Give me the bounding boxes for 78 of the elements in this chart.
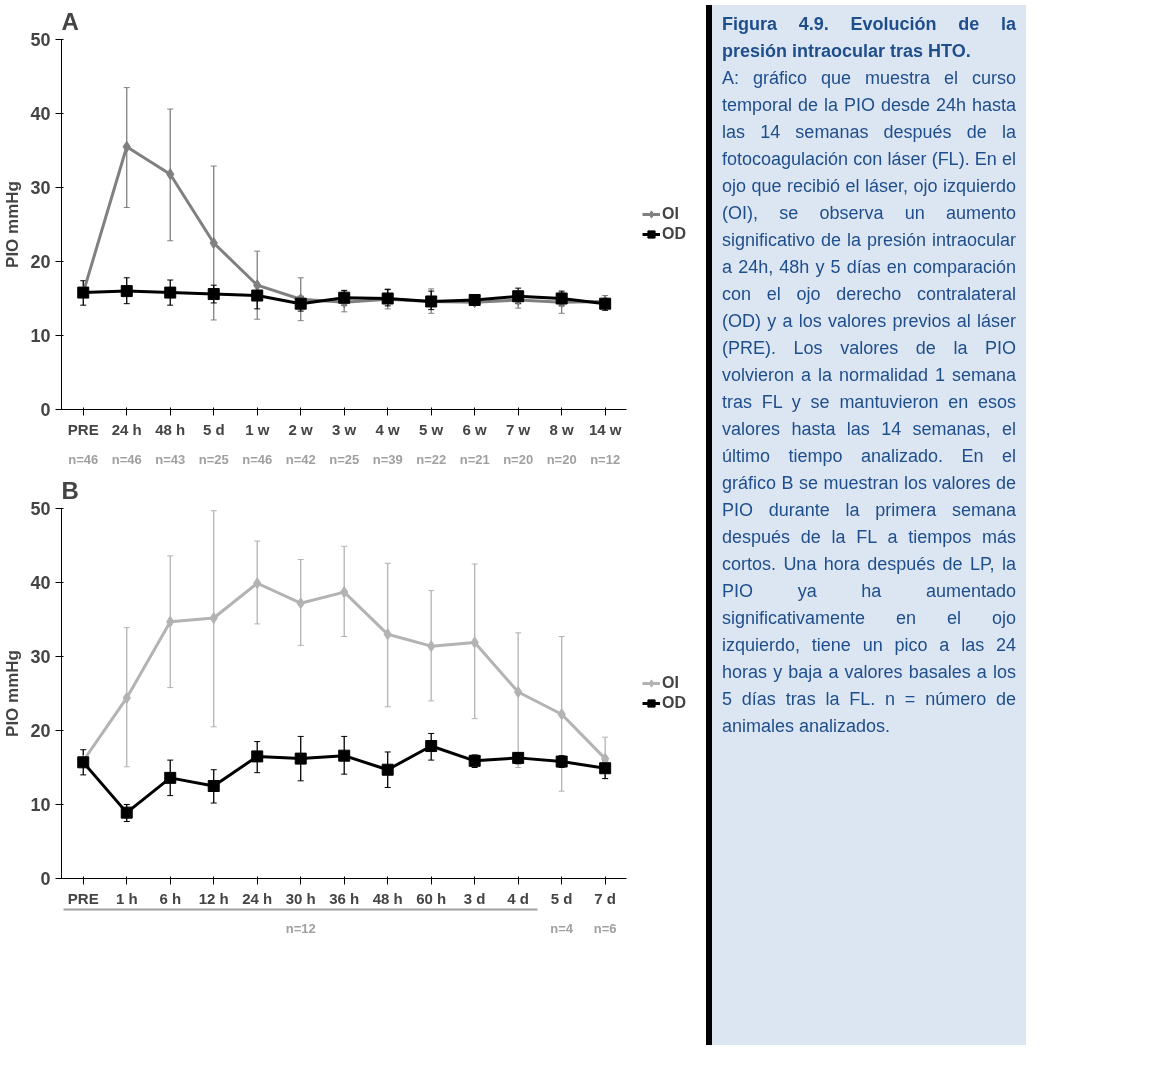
text: n=4 <box>550 920 574 936</box>
y-axis-title: PIO mmHg <box>3 181 23 268</box>
text: n=6 <box>593 920 617 936</box>
y-tick-label: 30 <box>30 647 51 667</box>
x-tick-label: 1 h <box>115 889 138 907</box>
legend-label: OD <box>662 694 686 712</box>
x-tick-label: 8 w <box>549 420 575 438</box>
y-tick-label: 20 <box>30 721 51 741</box>
point <box>209 237 218 249</box>
text: n=25 <box>198 451 229 467</box>
text: A: gráfico que muestra el curso temporal de la PIO desde 24h hasta las 14 semanas después de la fotocoagulación con láser (FL). En el ojo que recibió el láser, ojo izquierdo (OI), se observa un aumento significativo de la presión intraocular a 24h, 48h y 5 días en comparación con el ojo derecho contralateral (OD) y a los valores previos al láser (PRE). Los valores de la PIO volvieron a la normalidad 1 semana tras FL y se mantuvieron en esos valores hasta las 14 semanas, el último tiempo analizado. En el gráfico B se muestran los valores de PIO durante la primera semana después de la FL a tiempos más cortos. Una hora después de LP, la PIO ya ha aumentado significativamente en el ojo izquierdo, tiene un pico a las 24 horas y baja a valores basales a los 5 días tras la FL. n = número de animales analizados. <box>722 68 1016 736</box>
text: n=12 <box>285 920 316 936</box>
x-tick-label: 14 w <box>588 420 622 438</box>
point <box>207 288 220 301</box>
text: n=46 <box>111 451 142 467</box>
y-tick-label: 10 <box>30 326 51 346</box>
x-tick-label: 12 h <box>198 889 229 907</box>
point <box>599 762 612 775</box>
x-tick-label: 5 d <box>550 889 573 907</box>
y-tick-label: 50 <box>30 30 51 50</box>
point <box>294 752 307 765</box>
chart-title: B <box>61 476 79 504</box>
x-tick-label: 24 h <box>242 889 273 907</box>
x-tick-label: 5 w <box>419 420 444 438</box>
text: n=20 <box>546 451 577 467</box>
text: n=46 <box>242 451 273 467</box>
point <box>251 750 264 763</box>
point <box>120 806 133 819</box>
x-tick-label: 36 h <box>329 889 360 907</box>
point <box>120 285 133 298</box>
x-tick-label: 7 w <box>506 420 531 438</box>
x-tick-label: 2 w <box>288 420 314 438</box>
x-tick-label: 24 h <box>111 420 142 438</box>
text: n=43 <box>155 451 186 467</box>
y-tick-label: 40 <box>30 104 51 124</box>
x-tick-label: 7 d <box>594 889 617 907</box>
chart-title: A <box>61 7 79 35</box>
legend-label: OI <box>662 674 680 692</box>
text: Figura 4.9. Evolución de la presión intraocular tras HTO. <box>722 14 1016 61</box>
text: n=20 <box>503 451 534 467</box>
x-tick-label: 6 h <box>159 889 182 907</box>
text: n=42 <box>285 451 316 467</box>
point <box>164 286 177 299</box>
point <box>251 289 264 302</box>
y-tick-label: 30 <box>30 178 51 198</box>
x-tick-label: 1 w <box>245 420 270 438</box>
x-tick-label: 6 w <box>462 420 488 438</box>
x-tick-label: 48 h <box>372 889 403 907</box>
x-tick-label: 4 d <box>507 889 530 907</box>
y-tick-label: 0 <box>40 869 51 889</box>
y-tick-label: 50 <box>30 499 51 519</box>
text: n=39 <box>372 451 403 467</box>
x-tick-label: 3 w <box>332 420 357 438</box>
point <box>425 740 438 753</box>
point <box>164 771 177 784</box>
x-tick-label: PRE <box>67 889 99 907</box>
x-tick-label: 4 w <box>375 420 401 438</box>
x-tick-label: PRE <box>67 420 99 438</box>
text: n=25 <box>329 451 360 467</box>
x-tick-label: 48 h <box>155 420 186 438</box>
x-tick-label: 3 d <box>463 889 486 907</box>
point <box>338 749 351 762</box>
y-tick-label: 20 <box>30 252 51 272</box>
y-tick-label: 10 <box>30 795 51 815</box>
text: n=12 <box>590 451 621 467</box>
point <box>207 780 220 792</box>
text: n=22 <box>416 451 447 467</box>
point <box>381 763 394 776</box>
x-tick-label: 5 d <box>202 420 225 438</box>
y-tick-label: 0 <box>40 400 51 420</box>
x-tick-label: 60 h <box>416 889 447 907</box>
text: n=21 <box>459 451 490 467</box>
text: n=46 <box>68 451 99 467</box>
x-tick-label: 30 h <box>285 889 316 907</box>
legend-label: OD <box>662 225 686 243</box>
y-axis-title: PIO mmHg <box>3 650 23 737</box>
y-tick-label: 40 <box>30 573 51 593</box>
legend-label: OI <box>662 205 680 223</box>
